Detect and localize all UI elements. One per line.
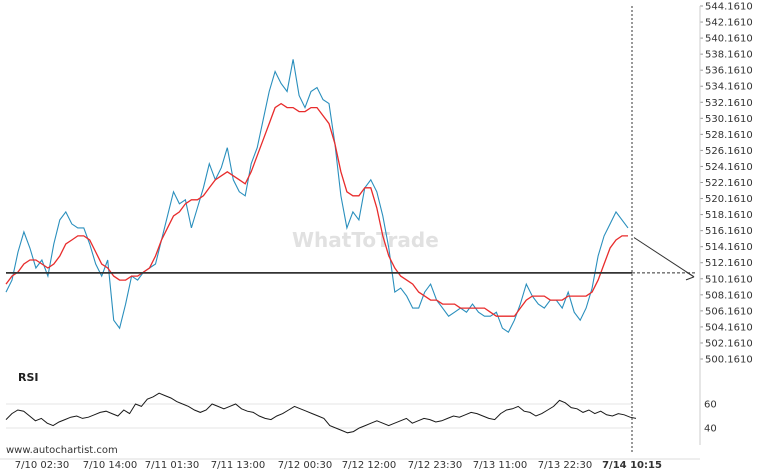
y-tick-label: 544.1610 (705, 2, 753, 13)
x-tick-label: 7/10 14:00 (83, 460, 137, 471)
credit-text: www.autochartist.com (6, 445, 118, 456)
rsi-tick-label: 60 (704, 400, 717, 411)
y-tick-label: 502.1610 (705, 338, 753, 349)
x-tick-label: 7/12 23:30 (408, 460, 462, 471)
y-tick-label: 510.1610 (705, 274, 753, 285)
y-tick-label: 500.1610 (705, 355, 753, 366)
y-tick-label: 532.1610 (705, 98, 753, 109)
y-tick-label: 522.1610 (705, 178, 753, 189)
y-tick-label: 512.1610 (705, 258, 753, 269)
y-tick-label: 524.1610 (705, 162, 753, 173)
y-tick-label: 536.1610 (705, 66, 753, 77)
y-tick-label: 528.1610 (705, 130, 753, 141)
y-tick-label: 520.1610 (705, 194, 753, 205)
rsi-tick-label: 40 (704, 424, 717, 435)
forecast-arrow (633, 237, 695, 278)
x-tick-label: 7/13 22:30 (538, 460, 592, 471)
x-tick-label: 7/12 12:00 (342, 460, 396, 471)
x-tick-label: 7/12 00:30 (278, 460, 332, 471)
rsi-title: RSI (18, 371, 39, 384)
x-tick-label: 7/13 11:00 (473, 460, 527, 471)
y-tick-label: 504.1610 (705, 322, 753, 333)
y-tick-label: 506.1610 (705, 306, 753, 317)
watermark: WhatToTrade (292, 228, 439, 252)
y-tick-label: 516.1610 (705, 226, 753, 237)
y-tick-label: 508.1610 (705, 290, 753, 301)
y-tick-label: 540.1610 (705, 34, 753, 45)
forecast-arrowhead (685, 271, 695, 281)
x-tick-label: 7/11 01:30 (145, 460, 199, 471)
rsi-line (5, 392, 637, 434)
y-tick-label: 518.1610 (705, 210, 753, 221)
y-tick-label: 538.1610 (705, 50, 753, 61)
y-tick-label: 530.1610 (705, 114, 753, 125)
y-tick-label: 542.1610 (705, 18, 753, 29)
y-tick-label: 534.1610 (705, 82, 753, 93)
x-tick-label: 7/14 10:15 (602, 460, 662, 471)
price-series-line (5, 59, 629, 334)
y-tick-label: 526.1610 (705, 146, 753, 157)
x-tick-label: 7/10 02:30 (15, 460, 69, 471)
moving-average-line (5, 102, 628, 317)
x-tick-label: 7/11 13:00 (211, 460, 265, 471)
y-tick-label: 514.1610 (705, 242, 753, 253)
